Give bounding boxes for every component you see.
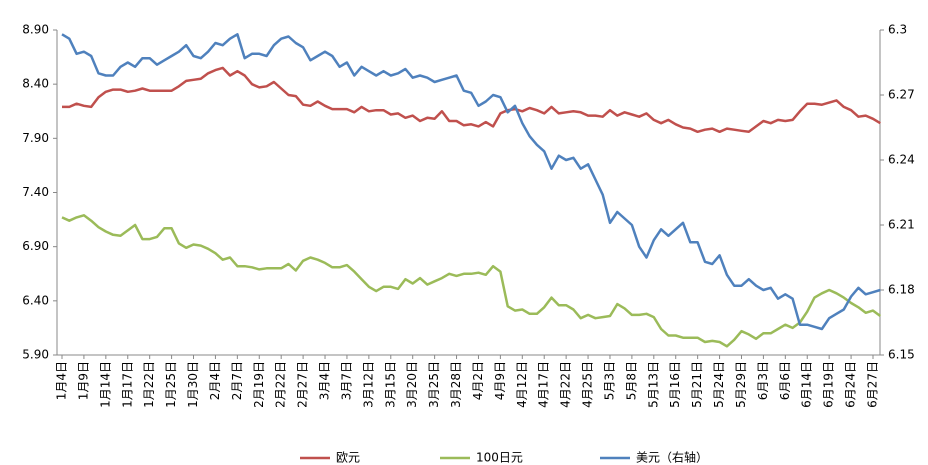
x-tick-label: 6月19日: [822, 361, 836, 408]
x-tick-label: 2月19日: [252, 361, 266, 408]
x-tick-label: 4月22日: [559, 361, 573, 408]
x-tick-label: 5月3日: [602, 361, 616, 400]
x-tick-label: 5月29日: [734, 361, 748, 408]
y-tick-label: 8.90: [22, 23, 49, 37]
y-tick-label: 6.90: [22, 239, 49, 253]
x-tick-label: 5月8日: [624, 361, 638, 400]
y2-tick-label: 6.18: [888, 283, 915, 297]
y-tick-label: 7.90: [22, 131, 49, 145]
x-tick-label: 3月28日: [449, 361, 463, 408]
x-tick-label: 1月4日: [55, 361, 69, 400]
x-tick-label: 4月12日: [515, 361, 529, 408]
series-line: [61, 214, 882, 348]
x-tick-label: 6月27日: [866, 361, 880, 408]
legend-label: 100日元: [476, 451, 523, 465]
x-tick-label: 5月24日: [712, 361, 726, 408]
x-tick-label: 2月27日: [296, 361, 310, 408]
y-tick-label: 6.40: [22, 293, 49, 307]
x-tick-label: 1月14日: [98, 361, 112, 408]
x-tick-label: 2月22日: [274, 361, 288, 408]
y-tick-label: 7.40: [22, 185, 49, 199]
x-tick-label: 3月20日: [405, 361, 419, 408]
x-tick-label: 4月2日: [471, 361, 485, 400]
y-tick-label: 8.40: [22, 77, 49, 91]
y2-tick-label: 6.21: [888, 218, 915, 232]
y2-tick-label: 6.24: [888, 153, 915, 167]
series-line: [61, 33, 881, 331]
x-tick-label: 1月30日: [186, 361, 200, 408]
x-tick-label: 3月4日: [318, 361, 332, 400]
x-tick-label: 6月14日: [800, 361, 814, 408]
x-tick-label: 2月7日: [230, 361, 244, 400]
x-tick-label: 4月17日: [537, 361, 551, 408]
x-tick-label: 3月12日: [361, 361, 375, 408]
legend-label: 欧元: [336, 451, 360, 465]
x-tick-label: 5月13日: [646, 361, 660, 408]
x-tick-label: 3月25日: [427, 361, 441, 408]
x-tick-label: 5月16日: [668, 361, 682, 408]
x-tick-label: 3月15日: [383, 361, 397, 408]
legend-label: 美元（右轴）: [636, 450, 708, 465]
y2-tick-label: 6.15: [888, 348, 915, 362]
y2-tick-label: 6.27: [888, 88, 915, 102]
series-line: [62, 66, 881, 134]
x-tick-label: 1月17日: [120, 361, 134, 408]
x-tick-label: 6月3日: [756, 361, 770, 400]
x-tick-label: 1月9日: [76, 361, 90, 400]
y-tick-label: 5.90: [22, 348, 49, 362]
x-tick-label: 4月25日: [581, 361, 595, 408]
x-tick-label: 3月7日: [339, 361, 353, 400]
x-tick-label: 6月6日: [778, 361, 792, 400]
y2-tick-label: 6.3: [888, 23, 907, 37]
x-tick-label: 5月21日: [690, 361, 704, 408]
x-tick-label: 6月24日: [844, 361, 858, 408]
x-tick-label: 1月22日: [142, 361, 156, 408]
x-tick-label: 2月4日: [208, 361, 222, 400]
x-tick-label: 1月25日: [164, 361, 178, 408]
x-tick-label: 4月9日: [493, 361, 507, 400]
